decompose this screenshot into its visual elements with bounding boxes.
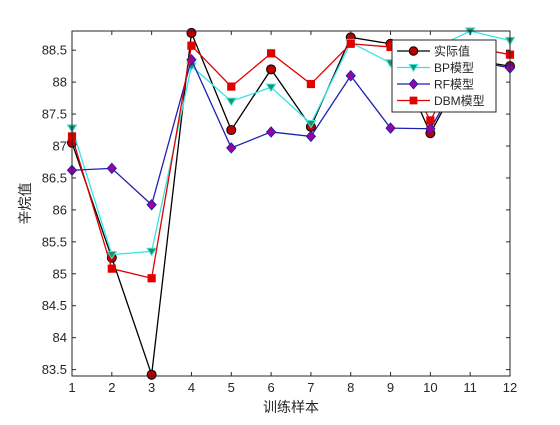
y-tick-label: 84.5 (42, 298, 67, 313)
y-tick-label: 87 (53, 139, 67, 154)
legend-entry: BP模型 (397, 61, 474, 75)
x-tick-label: 6 (267, 380, 274, 395)
legend-marker (408, 46, 419, 56)
data-point (227, 82, 236, 91)
data-point (306, 79, 316, 89)
data-point (106, 250, 118, 260)
y-tick-label: 85.5 (42, 234, 67, 249)
y-tick-label: 88.5 (42, 43, 67, 58)
legend-label: 实际值 (434, 44, 470, 59)
plot-area-frame (71, 30, 511, 377)
ticks-layer: 1 2 3 4 5 6 7 8 9 10 11 1283.58484.58585.58686.5878… (42, 31, 517, 395)
data-point (265, 83, 277, 93)
y-axis-label: 辛烷值 (17, 183, 33, 225)
data-point (106, 162, 117, 175)
data-point (147, 274, 156, 283)
x-tick-label: 9 (387, 380, 394, 395)
x-tick-label: 8 (347, 380, 354, 395)
x-axis-label: 训练样本 (263, 399, 319, 415)
data-point (305, 130, 317, 143)
series-line (71, 32, 511, 375)
data-point (226, 125, 237, 136)
data-point (426, 116, 435, 125)
legend-label: DBM模型 (434, 94, 485, 108)
legend: 实际值 BP模型 RF模型 DBM模型 (391, 39, 497, 113)
data-point (107, 264, 116, 273)
x-tick-label: 5 (228, 380, 235, 395)
y-tick-label: 86 (53, 202, 67, 217)
y-tick-label: 83.5 (42, 362, 67, 377)
data-point (425, 123, 436, 135)
data-point (266, 64, 277, 75)
data-point (266, 49, 276, 58)
legend-marker (408, 78, 419, 90)
x-tick-label: 1 (68, 380, 75, 395)
data-point (226, 142, 237, 154)
data-point (346, 39, 355, 48)
x-tick-label: 10 (423, 380, 437, 395)
legend-entry: DBM模型 (397, 94, 485, 108)
x-tick-label: 3 (148, 380, 155, 395)
legend-label: BP模型 (434, 61, 474, 75)
data-point (146, 247, 158, 257)
x-tick-label: 11 (463, 380, 477, 395)
legend-marker (409, 96, 418, 105)
legend-label: RF模型 (434, 78, 474, 92)
data-point (225, 97, 237, 107)
y-tick-label: 84 (53, 330, 67, 345)
legend-entry: RF模型 (397, 78, 474, 92)
data-point (187, 41, 196, 50)
x-tick-label: 12 (503, 380, 517, 395)
legend-marker (408, 64, 419, 73)
data-point (265, 126, 277, 138)
y-tick-label: 88 (53, 75, 67, 90)
data-point (385, 122, 396, 134)
data-point (305, 119, 317, 129)
x-tick-label: 7 (307, 380, 314, 395)
legend-entry: 实际值 (397, 44, 470, 59)
x-tick-label: 2 (108, 380, 115, 395)
series-line (71, 57, 511, 206)
data-point (345, 69, 356, 82)
y-tick-label: 85 (53, 266, 67, 281)
x-tick-label: 4 (188, 380, 195, 395)
y-tick-label: 86.5 (42, 170, 67, 185)
data-point (146, 199, 157, 211)
y-tick-label: 87.5 (42, 107, 67, 122)
